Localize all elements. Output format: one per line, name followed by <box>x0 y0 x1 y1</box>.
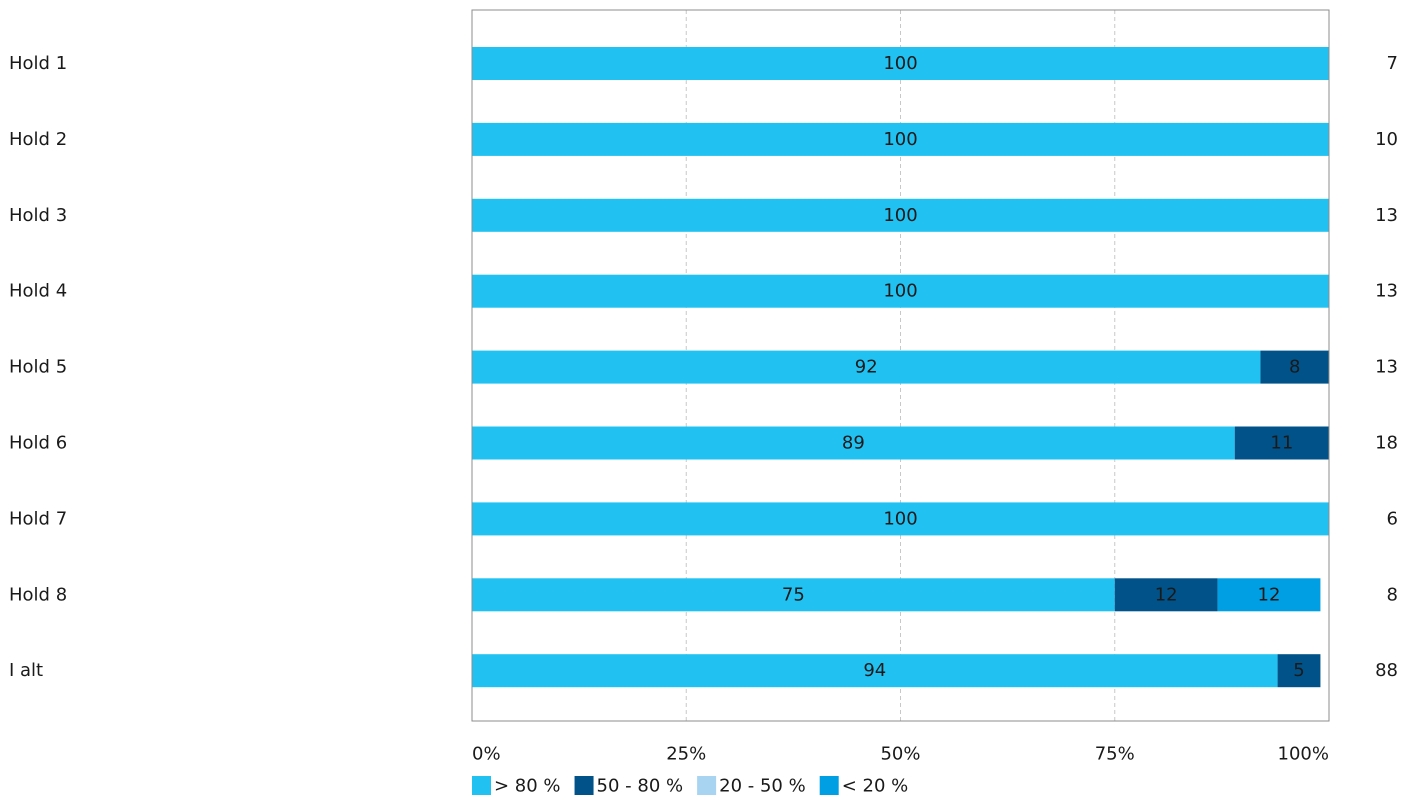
bar-value-label: 94 <box>863 660 886 681</box>
category-label: Hold 6 <box>9 433 67 454</box>
bar-value-label: 100 <box>883 129 917 150</box>
count-label: 18 <box>1375 433 1398 454</box>
x-tick-label: 0% <box>472 744 501 765</box>
bar-value-label: 12 <box>1258 584 1281 605</box>
bar-segment <box>472 47 1329 80</box>
legend-item: > 80 % <box>472 776 561 796</box>
bar-segment <box>472 198 1329 232</box>
count-label: 8 <box>1387 584 1398 605</box>
count-label: 10 <box>1375 129 1398 150</box>
bar-segment <box>1260 350 1329 384</box>
bar-value-label: 100 <box>883 508 917 529</box>
bars: 100 100 100 100 92 8 89 11 100 75 12 12 94 5 <box>472 47 1329 688</box>
legend-item: 50 - 80 % <box>574 776 684 796</box>
category-label: I alt <box>9 660 43 681</box>
bar-segment <box>472 654 1278 688</box>
legend-swatch <box>819 776 839 795</box>
bar-value-label: 89 <box>842 433 865 454</box>
legend-label: > 80 % <box>494 776 561 796</box>
count-label: 88 <box>1375 660 1398 681</box>
legend-item: < 20 % <box>819 776 909 796</box>
bar-segment <box>1234 426 1329 460</box>
category-labels: Hold 1 Hold 2 Hold 3 Hold 4 Hold 5 Hold 6 Hold… <box>9 53 67 681</box>
legend-item: 20 - 50 % <box>697 776 806 796</box>
legend-label: < 20 % <box>842 776 909 796</box>
bar-value-label: 100 <box>883 53 917 74</box>
legend-label: 20 - 50 % <box>719 776 806 796</box>
category-label: Hold 4 <box>9 281 67 302</box>
bar-segment <box>1277 654 1321 688</box>
count-label: 13 <box>1375 357 1398 378</box>
count-label: 6 <box>1387 508 1398 529</box>
bar-segment <box>472 122 1329 156</box>
x-tick-label: 100% <box>1278 744 1329 765</box>
legend-label: 50 - 80 % <box>597 776 684 796</box>
bar-value-label: 8 <box>1289 357 1300 378</box>
category-label: Hold 5 <box>9 357 67 378</box>
count-label: 13 <box>1375 281 1398 302</box>
count-label: 13 <box>1375 205 1398 226</box>
x-tick-label: 75% <box>1095 744 1135 765</box>
category-label: Hold 3 <box>9 205 67 226</box>
legend-swatch <box>574 776 594 795</box>
legend-swatch <box>697 776 717 795</box>
bar-value-label: 100 <box>883 281 917 302</box>
x-tick-label: 50% <box>880 744 920 765</box>
bar-segment <box>472 426 1235 460</box>
bar-value-label: 75 <box>782 584 805 605</box>
bar-segment <box>472 350 1261 384</box>
legend-swatch <box>472 776 491 795</box>
bar-segment <box>472 578 1115 612</box>
bar-value-label: 5 <box>1293 660 1304 681</box>
bar-value-label: 100 <box>883 205 917 226</box>
category-label: Hold 1 <box>9 53 67 74</box>
bar-segment <box>472 502 1329 536</box>
category-label: Hold 7 <box>9 508 67 529</box>
bar-segment <box>1114 578 1218 612</box>
count-label: 7 <box>1387 53 1398 74</box>
category-label: Hold 2 <box>9 129 67 150</box>
plot-frame <box>471 9 1330 722</box>
bar-value-label: 12 <box>1155 584 1178 605</box>
bar-segment <box>472 274 1329 308</box>
legend: > 80 % 50 - 80 % 20 - 50 % < 20 % <box>472 776 908 796</box>
bar-value-label: 11 <box>1270 433 1293 454</box>
bar-segment <box>1217 578 1321 612</box>
bar-value-label: 92 <box>855 357 878 378</box>
x-tick-label: 25% <box>666 744 706 765</box>
x-axis-ticks: 0% 25% 50% 75% 100% <box>472 744 1329 765</box>
category-label: Hold 8 <box>9 584 67 605</box>
